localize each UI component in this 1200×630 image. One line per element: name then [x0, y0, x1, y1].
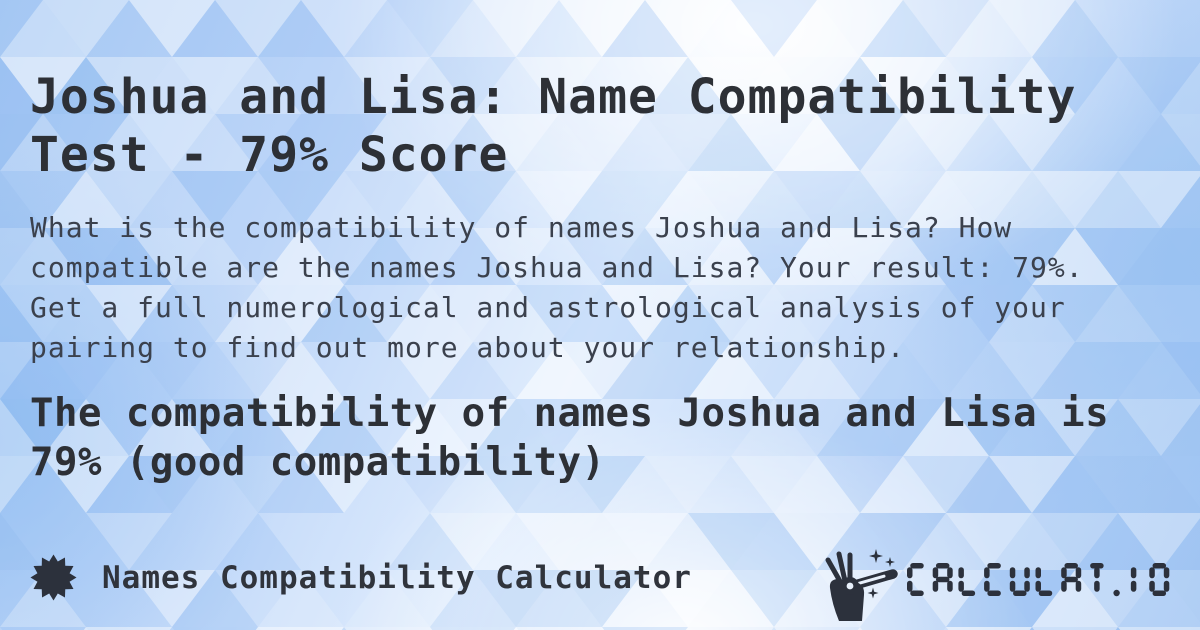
magic-wand-hand-icon: [825, 549, 898, 621]
description-text: What is the compatibility of names Joshu…: [30, 211, 1084, 364]
footer-branding: Names Compatibility Calculator: [30, 554, 692, 601]
site-label: Names Compatibility Calculator: [102, 559, 692, 596]
result-statement: The compatibility of names Joshua and Li…: [30, 391, 1110, 485]
calculatio-logo-text: [907, 563, 1170, 597]
calculatio-logo: [825, 549, 1170, 621]
starburst-icon: [30, 554, 77, 601]
page-title: Joshua and Lisa: Name Compatibility Test…: [30, 69, 1077, 184]
